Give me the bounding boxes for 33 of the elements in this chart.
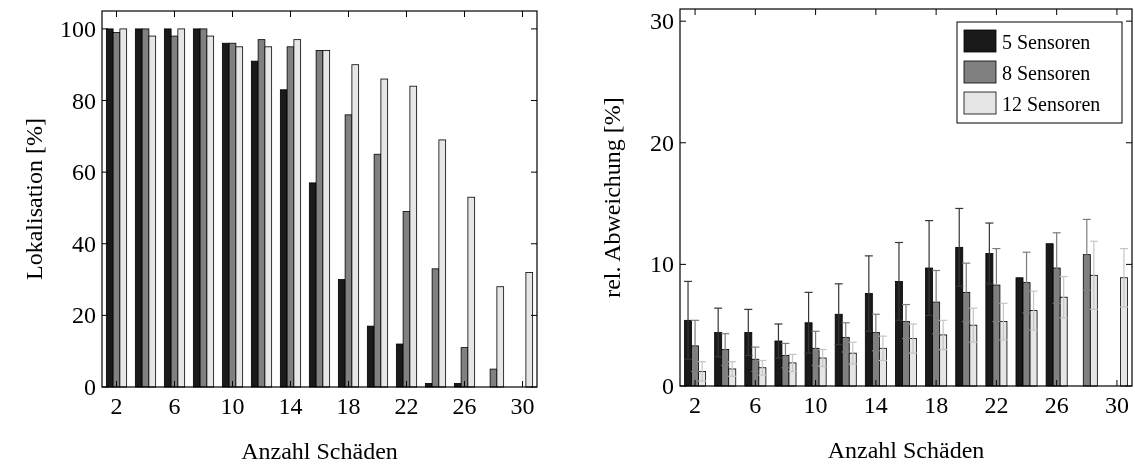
x-tick-label: 18 — [336, 393, 361, 419]
y-axis-title: Lokalisation [%] — [21, 118, 47, 280]
x-tick-label: 26 — [1044, 392, 1069, 418]
y-tick-label: 20 — [72, 302, 96, 329]
y-tick-label: 20 — [650, 129, 674, 156]
x-tick-label: 22 — [984, 392, 1009, 418]
y-tick-label: 100 — [60, 15, 96, 42]
y-tick-label: 60 — [72, 159, 96, 186]
x-tick-label: 18 — [924, 392, 949, 418]
x-tick-label: 14 — [863, 392, 888, 418]
y-tick-label: 0 — [662, 373, 674, 399]
x-tick-label: 10 — [220, 393, 245, 419]
x-tick-label: 2 — [110, 393, 123, 419]
y-axis-title: rel. Abweichung [%] — [599, 97, 625, 298]
legend-label: 8 Sensoren — [1002, 62, 1091, 84]
x-tick-label: 10 — [803, 392, 828, 418]
y-tick-label: 40 — [72, 230, 96, 257]
x-tick-label: 22 — [394, 393, 419, 419]
x-tick-label: 6 — [168, 393, 181, 419]
y-tick-label: 30 — [650, 8, 674, 35]
x-axis-title: Anzahl Schäden — [241, 438, 398, 464]
x-tick-label: 30 — [510, 393, 535, 419]
x-tick-label: 14 — [278, 393, 303, 419]
x-tick-label: 30 — [1104, 392, 1129, 418]
x-tick-label: 26 — [452, 393, 477, 419]
legend-label: 5 Sensoren — [1002, 31, 1091, 53]
y-tick-label: 10 — [650, 251, 674, 278]
x-tick-label: 6 — [749, 392, 762, 418]
legend-label: 12 Sensoren — [1002, 93, 1101, 115]
x-axis-title: Anzahl Schäden — [827, 437, 985, 463]
y-tick-label: 80 — [72, 87, 96, 114]
y-tick-label: 0 — [84, 374, 96, 400]
x-tick-label: 2 — [689, 392, 702, 418]
